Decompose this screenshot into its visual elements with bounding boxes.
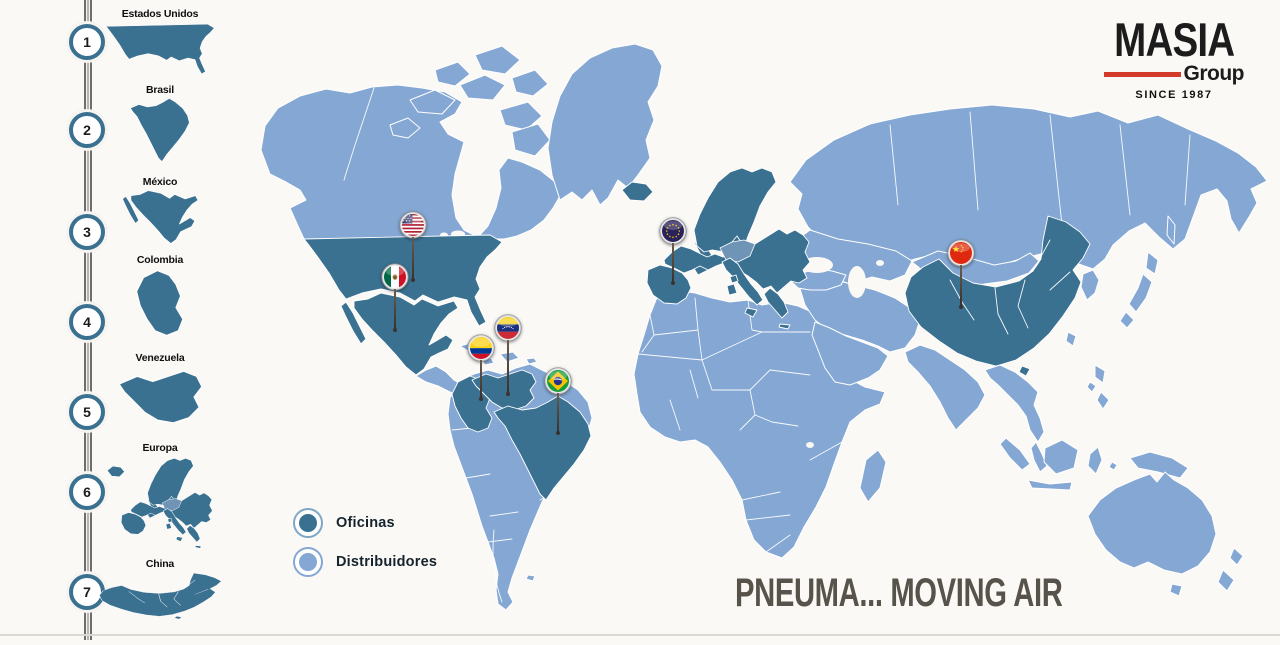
sidebar-step-4[interactable]: 4 bbox=[69, 304, 105, 340]
flag-mexico-icon bbox=[381, 263, 409, 291]
page-bottom-divider bbox=[0, 634, 1280, 636]
flag-venezuela-icon bbox=[494, 314, 522, 342]
logo-red-bar bbox=[1104, 71, 1181, 77]
sidebar-step-2[interactable]: 2 bbox=[69, 112, 105, 148]
venezuela-silhouette-icon bbox=[96, 366, 224, 428]
continents-distributors bbox=[260, 43, 1268, 611]
map-legend: Oficinas Distribuidores bbox=[293, 508, 437, 586]
sidebar-label-colombia: Colombia bbox=[136, 254, 184, 266]
logo-name: MASIA bbox=[1113, 13, 1235, 66]
pin-stick bbox=[506, 340, 510, 396]
sidebar-step-1[interactable]: 1 bbox=[69, 24, 105, 60]
sidebar-label-china: China bbox=[145, 558, 175, 570]
logo-row: Group bbox=[1104, 62, 1244, 86]
sidebar-label-venezuela: Venezuela bbox=[135, 352, 185, 364]
europe-silhouette-icon bbox=[96, 456, 224, 550]
flag-colombia-icon bbox=[467, 334, 495, 362]
sidebar-label-mexico: México bbox=[142, 176, 178, 188]
country-borders bbox=[343, 87, 1191, 603]
pin-stick bbox=[959, 265, 963, 309]
sidebar-label-brasil: Brasil bbox=[146, 84, 174, 96]
pin-stick bbox=[479, 360, 483, 401]
mexico-silhouette-icon bbox=[96, 188, 224, 246]
world-map-svg bbox=[260, 43, 1268, 611]
logo-group-text: Group bbox=[1183, 62, 1245, 86]
flag-usa-icon bbox=[399, 211, 427, 239]
usa-silhouette-icon bbox=[96, 22, 224, 76]
pin-stick bbox=[411, 237, 415, 282]
masia-group-logo: MASIA Group SINCE 1987 bbox=[1104, 13, 1244, 102]
brazil-silhouette-icon bbox=[96, 96, 224, 164]
legend-label: Distribuidores bbox=[336, 554, 438, 570]
map-pin-colombia[interactable] bbox=[467, 334, 495, 401]
logo-since-text: SINCE 1987 bbox=[1135, 89, 1213, 102]
legend-item-offices: Oficinas bbox=[293, 508, 437, 538]
map-pin-usa[interactable] bbox=[399, 211, 427, 282]
sidebar-label-estados-unidos: Estados Unidos bbox=[121, 8, 199, 20]
flag-eu-icon bbox=[659, 217, 687, 245]
flag-brazil-icon bbox=[544, 367, 572, 395]
legend-item-distributors: Distribuidores bbox=[293, 547, 437, 577]
map-pin-venezuela[interactable] bbox=[494, 314, 522, 396]
sidebar-step-5[interactable]: 5 bbox=[69, 394, 105, 430]
flag-china-icon bbox=[947, 239, 975, 267]
world-map bbox=[250, 30, 1280, 640]
office-dot-icon bbox=[293, 508, 323, 538]
map-pin-europe[interactable] bbox=[659, 217, 687, 285]
sidebar-step-3[interactable]: 3 bbox=[69, 214, 105, 250]
pin-stick bbox=[671, 243, 675, 285]
sidebar-label-europa: Europa bbox=[142, 442, 178, 454]
distributor-dot-icon bbox=[293, 547, 323, 577]
pin-stick bbox=[393, 289, 397, 332]
map-pin-mexico[interactable] bbox=[381, 263, 409, 332]
map-pin-brazil[interactable] bbox=[544, 367, 572, 435]
legend-label: Oficinas bbox=[336, 515, 395, 531]
china-silhouette-icon bbox=[96, 572, 224, 620]
pin-stick bbox=[556, 393, 560, 435]
map-pin-china[interactable] bbox=[947, 239, 975, 309]
tagline: PNEUMA... MOVING AIR bbox=[735, 571, 1063, 615]
sidebar-step-6[interactable]: 6 bbox=[69, 474, 105, 510]
colombia-silhouette-icon bbox=[96, 266, 224, 340]
